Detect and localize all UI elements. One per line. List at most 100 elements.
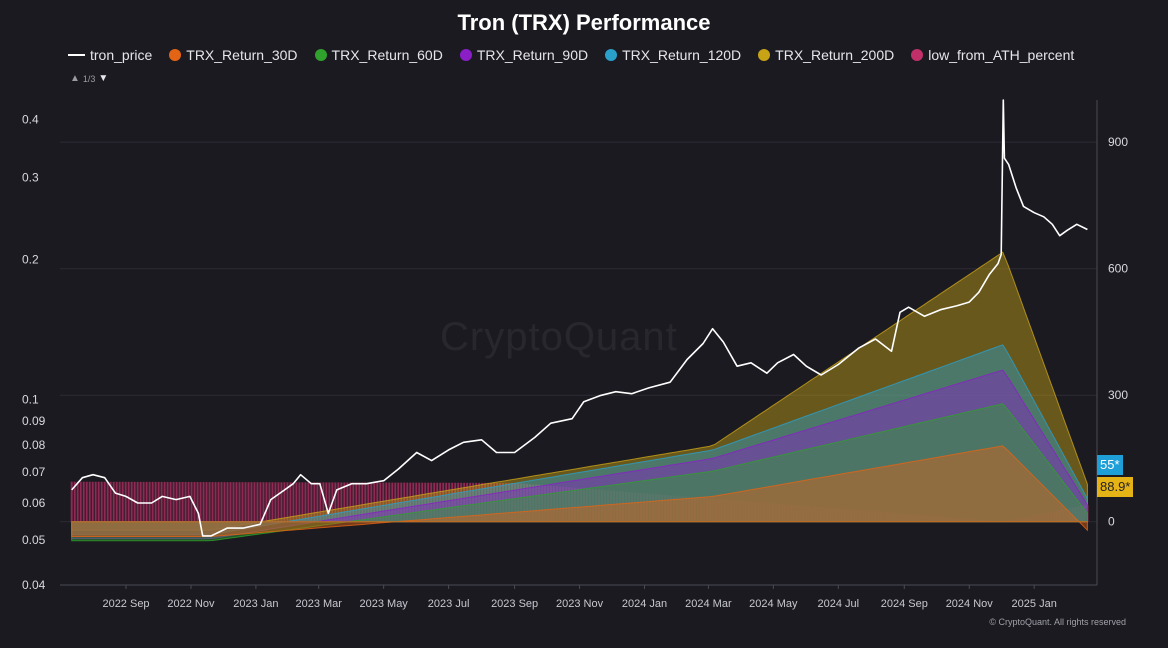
left-tick-label: 0.4 bbox=[22, 112, 39, 126]
low-from-ath-bar bbox=[409, 482, 412, 522]
low-from-ath-bar bbox=[271, 482, 274, 522]
low-from-ath-bar bbox=[160, 481, 163, 522]
legend-item-trx-return-30d[interactable]: TRX_Return_30D bbox=[169, 47, 298, 63]
low-from-ath-bar bbox=[768, 503, 771, 522]
low-from-ath-bar bbox=[76, 481, 79, 522]
low-from-ath-bar bbox=[184, 481, 187, 522]
low-from-ath-bar bbox=[244, 482, 247, 522]
low-from-ath-bar bbox=[508, 482, 511, 522]
low-from-ath-bar bbox=[1059, 510, 1062, 522]
right-tick-label: 600 bbox=[1108, 262, 1128, 276]
legend-swatch bbox=[459, 49, 472, 61]
low-from-ath-bar bbox=[696, 497, 699, 522]
legend-item-tron-price[interactable]: tron_price bbox=[68, 47, 152, 63]
low-from-ath-bar bbox=[945, 517, 948, 522]
low-from-ath-bar bbox=[870, 511, 873, 522]
legend-item-low-from-ath-percent[interactable]: low_from_ATH_percent bbox=[911, 47, 1074, 63]
low-from-ath-bar bbox=[1035, 515, 1038, 522]
low-from-ath-bar bbox=[897, 513, 900, 522]
low-from-ath-bar bbox=[208, 482, 211, 522]
low-from-ath-bar bbox=[535, 484, 538, 522]
x-tick-label: 2024 May bbox=[749, 598, 798, 610]
left-tick-label: 0.3 bbox=[22, 170, 39, 184]
low-from-ath-bar bbox=[619, 491, 622, 522]
pager-up-icon[interactable]: ▲ bbox=[70, 73, 80, 84]
x-tick-label: 2023 Jul bbox=[428, 598, 470, 610]
low-from-ath-bar bbox=[795, 505, 798, 522]
low-from-ath-bar bbox=[882, 512, 885, 522]
low-from-ath-bar bbox=[352, 482, 355, 522]
low-from-ath-bar bbox=[732, 500, 735, 522]
low-from-ath-bar bbox=[939, 516, 942, 522]
low-from-ath-bar bbox=[313, 482, 316, 522]
low-from-ath-bar bbox=[942, 516, 945, 522]
low-from-ath-bar bbox=[586, 488, 589, 522]
left-tick-label: 0.04 bbox=[22, 578, 46, 592]
low-from-ath-bar bbox=[1083, 505, 1086, 522]
low-from-ath-bar bbox=[1053, 511, 1056, 522]
low-from-ath-bar bbox=[741, 501, 744, 522]
low-from-ath-bar bbox=[340, 482, 343, 522]
low-from-ath-bar bbox=[616, 491, 619, 522]
x-tick-label: 2025 Jan bbox=[1012, 598, 1057, 610]
low-from-ath-bar bbox=[762, 502, 765, 522]
low-from-ath-bar bbox=[343, 482, 346, 522]
low-from-ath-bar bbox=[810, 506, 813, 522]
low-from-ath-bar bbox=[196, 482, 199, 522]
low-from-ath-bar bbox=[798, 505, 801, 522]
low-from-ath-bar bbox=[205, 482, 208, 522]
series-low-from-ath bbox=[70, 481, 1089, 522]
legend-swatch bbox=[169, 49, 182, 61]
low-from-ath-bar bbox=[678, 496, 681, 522]
low-from-ath-bar bbox=[511, 482, 514, 522]
series-trx-return-200d bbox=[71, 251, 1088, 531]
low-from-ath-bar bbox=[202, 482, 205, 522]
low-from-ath-bar bbox=[756, 502, 759, 522]
x-tick-label: 2023 Nov bbox=[556, 598, 604, 610]
pager-down-icon[interactable]: ▼ bbox=[98, 73, 109, 84]
low-from-ath-bar bbox=[711, 498, 714, 522]
low-from-ath-bar bbox=[337, 482, 340, 522]
low-from-ath-bar bbox=[574, 487, 577, 522]
low-from-ath-bar bbox=[589, 488, 592, 522]
legend-item-trx-return-200d[interactable]: TRX_Return_200D bbox=[758, 47, 894, 63]
low-from-ath-bar bbox=[888, 512, 891, 522]
legend-swatch bbox=[605, 49, 618, 61]
low-from-ath-bar bbox=[580, 488, 583, 522]
low-from-ath-bar bbox=[556, 486, 559, 522]
legend-swatch bbox=[314, 49, 327, 61]
legend-item-trx-return-120d[interactable]: TRX_Return_120D bbox=[605, 47, 741, 63]
low-from-ath-bar bbox=[879, 512, 882, 522]
low-from-ath-bar bbox=[792, 505, 795, 522]
low-from-ath-bar bbox=[250, 482, 253, 522]
left-tick-label: 0.08 bbox=[22, 438, 46, 452]
legend-label: TRX_Return_200D bbox=[775, 47, 895, 63]
low-from-ath-bar bbox=[885, 512, 888, 522]
low-from-ath-bar bbox=[867, 511, 870, 522]
low-from-ath-bar bbox=[565, 487, 568, 522]
low-from-ath-bar bbox=[915, 514, 918, 522]
series-trx-return-120d bbox=[71, 344, 1088, 535]
low-from-ath-bar bbox=[280, 482, 283, 522]
low-from-ath-bar bbox=[223, 482, 226, 522]
low-from-ath-bar bbox=[262, 482, 265, 522]
low-from-ath-bar bbox=[307, 482, 310, 522]
legend-item-trx-return-60d[interactable]: TRX_Return_60D bbox=[314, 47, 443, 63]
low-from-ath-bar bbox=[780, 504, 783, 522]
low-from-ath-bar bbox=[79, 481, 82, 522]
legend-item-trx-return-90d[interactable]: TRX_Return_90D bbox=[459, 47, 588, 63]
low-from-ath-bar bbox=[499, 482, 502, 522]
low-from-ath-bar bbox=[469, 482, 472, 522]
legend-swatch bbox=[68, 54, 85, 56]
low-from-ath-bar bbox=[855, 510, 858, 522]
low-from-ath-bar bbox=[442, 482, 445, 522]
low-from-ath-bar bbox=[891, 512, 894, 522]
low-from-ath-bar bbox=[238, 482, 241, 522]
low-from-ath-bar bbox=[199, 482, 202, 522]
right-tick-label: 900 bbox=[1108, 135, 1128, 149]
left-tick-label: 0.2 bbox=[22, 252, 39, 266]
low-from-ath-bar bbox=[684, 496, 687, 522]
low-from-ath-bar bbox=[382, 482, 385, 522]
low-from-ath-bar bbox=[478, 482, 481, 522]
